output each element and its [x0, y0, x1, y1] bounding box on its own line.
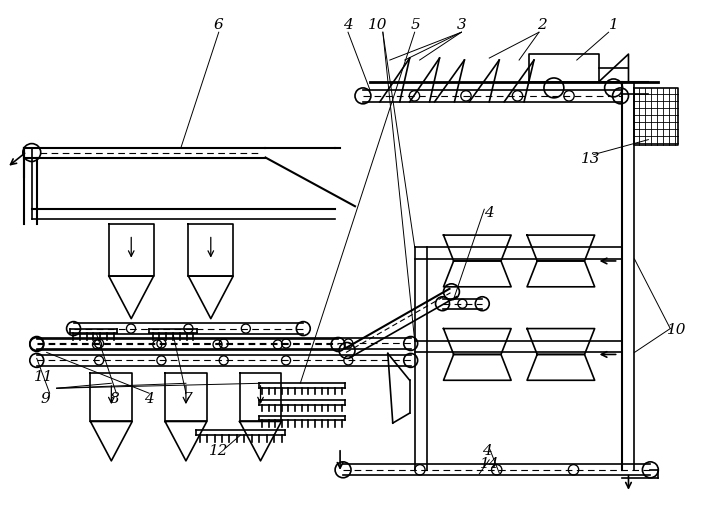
Text: 3: 3	[457, 18, 467, 32]
Text: 13: 13	[581, 151, 600, 165]
Text: 2: 2	[537, 18, 547, 32]
Text: 4: 4	[482, 443, 492, 457]
Text: 1: 1	[609, 18, 619, 32]
Text: 14: 14	[479, 456, 499, 470]
Text: 11: 11	[34, 370, 54, 384]
Text: 10: 10	[368, 18, 387, 32]
Text: 4: 4	[343, 18, 353, 32]
Text: 7: 7	[182, 391, 192, 406]
Text: 9: 9	[41, 391, 51, 406]
Text: 4: 4	[144, 391, 154, 406]
Text: 12: 12	[209, 443, 228, 457]
Text: 4: 4	[484, 206, 494, 220]
Text: 6: 6	[214, 18, 223, 32]
Text: 10: 10	[667, 322, 686, 336]
Text: 5: 5	[411, 18, 421, 32]
Text: 8: 8	[110, 391, 119, 406]
